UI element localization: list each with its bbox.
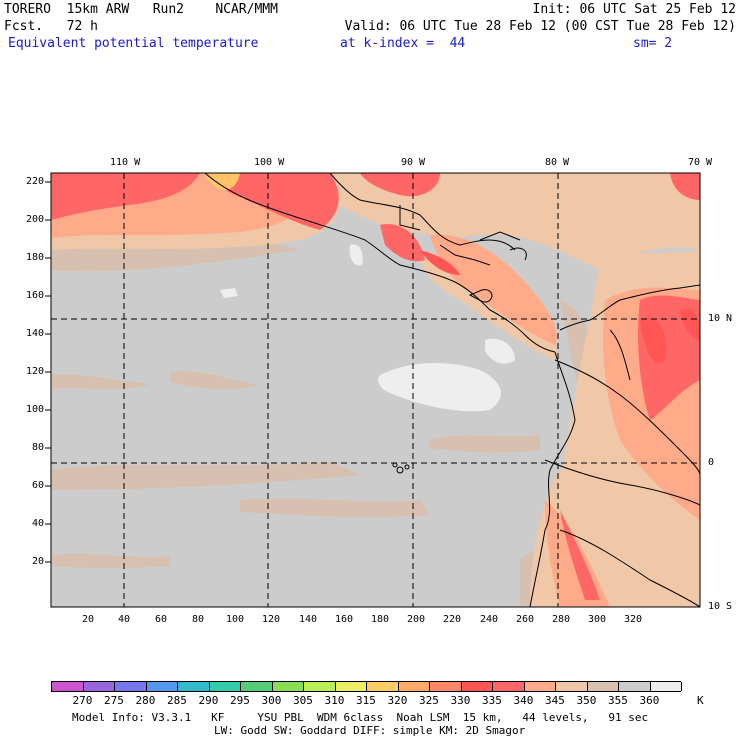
colorbar-label: 320 — [387, 694, 408, 707]
lon-label-80w: 80 W — [545, 157, 570, 168]
x-tick-120: 120 — [262, 614, 281, 625]
lat-lon-grid — [51, 173, 700, 607]
colorbar-swatch — [304, 682, 336, 691]
colorbar-unit: K — [697, 694, 704, 707]
x-tick-20: 20 — [82, 614, 95, 625]
x-tick-140: 140 — [299, 614, 318, 625]
colorbar-label: 350 — [576, 694, 597, 707]
colorbar-label: 300 — [261, 694, 282, 707]
colorbar-swatch — [241, 682, 273, 691]
colorbar-label: 280 — [135, 694, 156, 707]
colorbar-swatch — [461, 682, 493, 691]
y-tick-40: 40 — [32, 518, 45, 529]
colorbar-label: 360 — [639, 694, 660, 707]
colorbar-label: 275 — [104, 694, 124, 707]
y-tick-20: 20 — [32, 556, 45, 567]
colorbar-swatch — [52, 682, 84, 691]
colorbar-label: 285 — [167, 694, 187, 707]
model-title: TORERO 15km ARW Run2 NCAR/MMM — [4, 2, 278, 17]
colorbar-swatch — [335, 682, 367, 691]
model-info: Model Info: V3.3.1 KF YSU PBL WDM 6class… — [72, 711, 649, 724]
lon-label-110w: 110 W — [110, 157, 141, 168]
colorbar-label: 310 — [324, 694, 345, 707]
colorbar-swatch — [619, 682, 651, 691]
colorbar-label: 305 — [293, 694, 313, 707]
colorbar-swatch — [178, 682, 210, 691]
x-tick-60: 60 — [155, 614, 168, 625]
lon-label-100w: 100 W — [254, 157, 285, 168]
x-tick-80: 80 — [192, 614, 205, 625]
lon-label-70w: 70 W — [688, 157, 713, 168]
colorbar-swatch — [367, 682, 399, 691]
colorbar-swatch — [398, 682, 430, 691]
colorbar-label: 315 — [356, 694, 376, 707]
field-name: Equivalent potential temperature — [8, 36, 259, 51]
physics-info: LW: Godd SW: Goddard DIFF: simple KM: 2D… — [214, 724, 526, 737]
axis-ticks — [45, 181, 51, 563]
colorbar-label: 270 — [72, 694, 93, 707]
colorbar-label: 295 — [230, 694, 250, 707]
colorbar-label: 290 — [198, 694, 219, 707]
lat-label-0: 0 — [708, 457, 715, 468]
x-tick-180: 180 — [371, 614, 390, 625]
x-tick-300: 300 — [588, 614, 607, 625]
x-tick-160: 160 — [335, 614, 354, 625]
colorbar-label: 355 — [608, 694, 628, 707]
y-tick-140: 140 — [26, 328, 45, 339]
colorbar-label: 335 — [482, 694, 502, 707]
colorbar-swatch — [115, 682, 147, 691]
init-time: Init: 06 UTC Sat 25 Feb 12 — [532, 2, 737, 17]
lat-label-10s: 10 S — [708, 601, 733, 612]
x-tick-320: 320 — [624, 614, 643, 625]
colorbar-swatch — [587, 682, 619, 691]
y-tick-80: 80 — [32, 442, 45, 453]
colorbar-label: 345 — [545, 694, 565, 707]
x-tick-40: 40 — [118, 614, 131, 625]
field-325-band — [420, 250, 700, 364]
colorbar-swatch — [556, 682, 588, 691]
colorbar-label: 340 — [513, 694, 534, 707]
y-tick-120: 120 — [26, 366, 45, 377]
field-330-band — [51, 173, 700, 600]
colorbar-swatch — [524, 682, 556, 691]
colorbar-swatch — [209, 682, 241, 691]
map-frame — [50, 172, 701, 608]
level-info: at k-index = 44 — [340, 36, 466, 51]
y-tick-200: 200 — [26, 214, 45, 225]
y-tick-180: 180 — [26, 252, 45, 263]
colorbar-swatch — [83, 682, 115, 691]
x-tick-200: 200 — [407, 614, 426, 625]
colorbar-swatch — [272, 682, 304, 691]
colorbar-swatch — [146, 682, 178, 691]
y-tick-60: 60 — [32, 480, 45, 491]
colorbar-label: 330 — [450, 694, 471, 707]
valid-time: Valid: 06 UTC Tue 28 Feb 12 (00 CST Tue … — [344, 19, 736, 34]
y-tick-220: 220 — [26, 176, 45, 187]
colorbar-label: 325 — [419, 694, 439, 707]
colorbar-swatch — [430, 682, 462, 691]
x-tick-100: 100 — [226, 614, 245, 625]
y-tick-100: 100 — [26, 404, 45, 415]
forecast-hour: Fcst. 72 h — [4, 19, 98, 34]
x-tick-280: 280 — [552, 614, 571, 625]
colorbar-swatch — [493, 682, 525, 691]
lat-label-10n: 10 N — [708, 313, 733, 324]
x-tick-220: 220 — [443, 614, 462, 625]
x-tick-260: 260 — [516, 614, 535, 625]
smoothing-info: sm= 2 — [633, 36, 673, 51]
field-320-band — [205, 173, 240, 191]
x-tick-240: 240 — [480, 614, 499, 625]
coastlines — [204, 173, 700, 607]
y-tick-160: 160 — [26, 290, 45, 301]
colorbar-swatch — [650, 682, 682, 691]
colorbar — [51, 681, 682, 692]
lon-label-90w: 90 W — [401, 157, 426, 168]
field-355-patch — [220, 244, 515, 412]
